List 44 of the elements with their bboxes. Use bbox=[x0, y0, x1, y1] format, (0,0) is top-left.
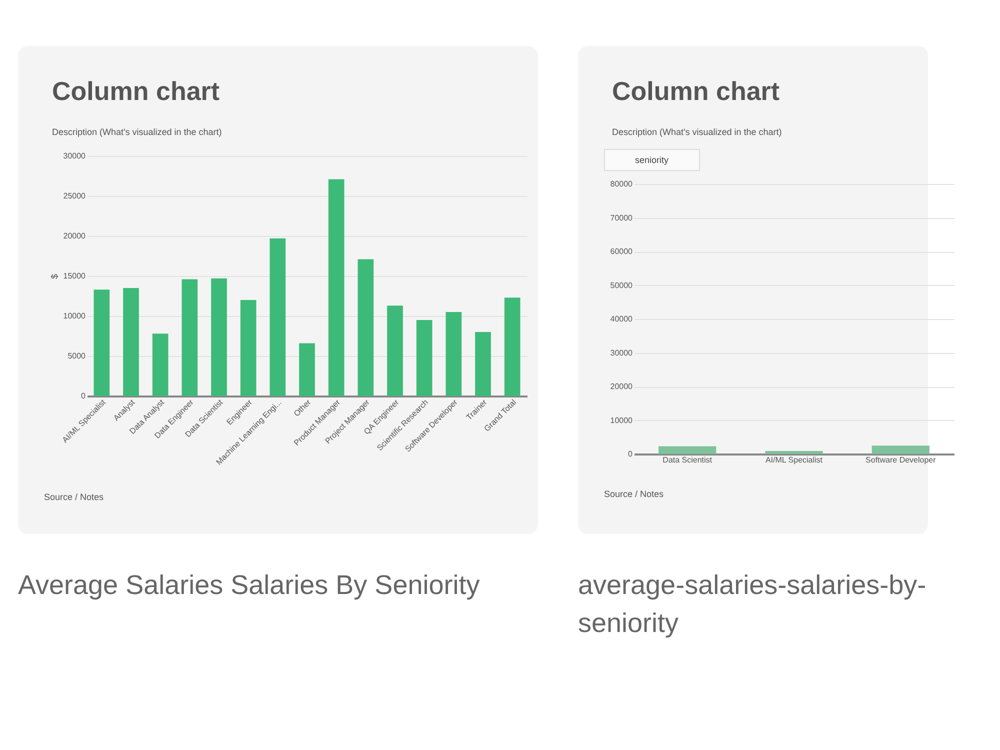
y-tick-label: 30000 bbox=[63, 152, 86, 160]
bar bbox=[211, 278, 227, 396]
y-tick-label: 15000 bbox=[63, 272, 86, 280]
y-tick-label: 5000 bbox=[68, 352, 86, 360]
bar bbox=[504, 298, 520, 396]
bar bbox=[123, 288, 139, 396]
y-axis-title: $ bbox=[49, 274, 60, 280]
bar bbox=[94, 290, 110, 396]
bar bbox=[475, 332, 491, 396]
bar bbox=[358, 259, 374, 396]
bar bbox=[182, 279, 198, 396]
y-tick-label: 20000 bbox=[63, 232, 86, 240]
y-tick-label: 10000 bbox=[63, 312, 86, 320]
text: Average Salaries Salaries By Seniority bbox=[18, 569, 481, 602]
y-tick-label: 80000 bbox=[610, 180, 634, 188]
x-tick-label: Data Scientist bbox=[662, 456, 713, 464]
chart-title: Column chart bbox=[52, 76, 221, 107]
x-tick-label: Software Developer bbox=[866, 456, 936, 464]
y-tick-label: 0 bbox=[628, 450, 634, 458]
y-tick-label: 0 bbox=[81, 392, 86, 400]
y-tick-label: 70000 bbox=[610, 213, 634, 222]
bar bbox=[270, 238, 286, 396]
source-note: Source / Notes bbox=[604, 489, 665, 499]
y-tick-label: 50000 bbox=[610, 280, 634, 290]
y-tick-label: 10000 bbox=[610, 416, 634, 425]
text: average-salaries-salaries-by-seniority bbox=[578, 569, 928, 640]
y-tick-label: 25000 bbox=[63, 192, 86, 200]
bar bbox=[152, 334, 168, 396]
bar bbox=[328, 179, 344, 396]
bar bbox=[416, 320, 432, 396]
chart-subtitle: Description (What's visualized in the chart) bbox=[612, 127, 783, 137]
bar bbox=[387, 306, 403, 396]
bar bbox=[446, 312, 462, 396]
y-tick-label: 20000 bbox=[610, 382, 634, 391]
bar bbox=[240, 300, 256, 396]
chart-subtitle: Description (What's visualized in the chart) bbox=[52, 127, 223, 137]
x-tick-label: AI/ML Specialist bbox=[765, 456, 824, 464]
y-tick-label: 60000 bbox=[610, 247, 634, 256]
y-tick-label: 30000 bbox=[610, 348, 634, 358]
chart-title: Column chart bbox=[612, 76, 781, 107]
text: seniority bbox=[604, 149, 700, 171]
y-tick-label: 40000 bbox=[610, 314, 634, 324]
bar bbox=[299, 343, 315, 396]
source-note: Source / Notes bbox=[44, 492, 105, 502]
